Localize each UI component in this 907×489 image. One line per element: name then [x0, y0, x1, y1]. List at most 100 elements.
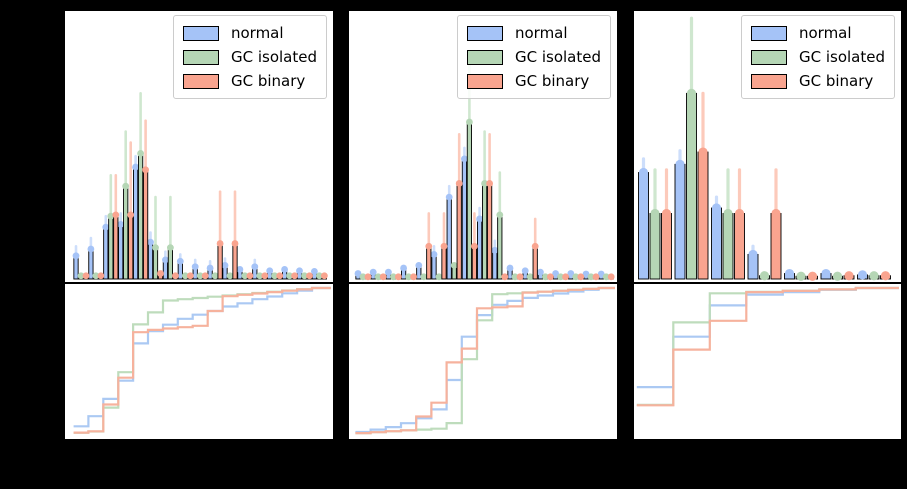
bar	[73, 255, 79, 280]
marker	[176, 257, 184, 265]
marker	[147, 238, 154, 246]
marker	[471, 242, 478, 250]
marker	[466, 118, 473, 126]
bar	[770, 213, 782, 280]
marker	[395, 273, 402, 281]
marker	[880, 271, 891, 281]
bar	[426, 245, 432, 280]
marker	[216, 240, 224, 247]
bar	[734, 213, 745, 280]
marker	[281, 266, 288, 273]
marker	[311, 267, 318, 275]
marker	[97, 272, 105, 280]
cdf-line-binary	[73, 286, 331, 434]
marker	[638, 167, 649, 178]
legend-item-binary: GC binary	[750, 69, 885, 93]
marker	[607, 273, 615, 281]
marker	[400, 264, 407, 272]
bar	[431, 253, 437, 280]
bar	[532, 245, 538, 280]
marker	[415, 261, 423, 269]
legend-item-normal: normal	[466, 21, 601, 45]
marker	[405, 273, 412, 281]
legend-item-isolated: GC isolated	[182, 45, 317, 69]
marker	[486, 180, 493, 187]
bar	[217, 243, 223, 280]
marker	[807, 271, 818, 281]
marker	[832, 271, 843, 281]
hist-panel-middle: normal GC isolated GC binary	[348, 10, 618, 283]
cdf-plot-middle	[355, 286, 615, 435]
marker	[167, 244, 174, 252]
marker	[186, 272, 194, 280]
marker	[241, 272, 249, 280]
marker	[122, 182, 130, 190]
marker	[461, 155, 468, 163]
marker	[172, 272, 179, 280]
legend-item-isolated: GC isolated	[466, 45, 601, 69]
marker	[844, 271, 854, 281]
marker	[526, 273, 534, 281]
marker	[821, 268, 831, 279]
cdf-plot-left	[73, 286, 331, 434]
marker	[521, 267, 529, 275]
marker	[286, 272, 293, 280]
marker	[191, 263, 199, 271]
marker	[261, 272, 269, 280]
legend-swatch-binary	[466, 73, 503, 89]
marker	[92, 272, 100, 280]
marker	[698, 147, 708, 157]
legend: normal GC isolated GC binary	[172, 15, 327, 99]
marker	[102, 223, 110, 231]
bar	[686, 92, 697, 280]
marker	[748, 249, 758, 260]
marker	[117, 221, 125, 228]
marker	[445, 193, 453, 201]
bar	[481, 182, 488, 280]
bar	[471, 245, 478, 280]
marker	[587, 273, 595, 281]
bar	[128, 214, 134, 280]
marker	[723, 208, 733, 219]
marker	[771, 208, 781, 219]
marker	[316, 272, 323, 280]
cdf-plot-right	[636, 286, 899, 407]
bar	[486, 182, 493, 280]
legend-label: GC isolated	[514, 47, 601, 66]
bar	[476, 218, 483, 280]
marker	[547, 273, 554, 281]
legend: normal GC isolated GC binary	[456, 15, 611, 99]
marker	[291, 272, 298, 280]
marker	[425, 242, 433, 250]
legend-swatch-binary	[750, 73, 787, 89]
legend-item-normal: normal	[182, 21, 317, 45]
bar	[466, 121, 473, 280]
legend-item-normal: normal	[750, 21, 885, 45]
bar	[441, 245, 447, 280]
bar	[147, 241, 154, 280]
marker	[221, 261, 229, 269]
cdf-line-normal	[355, 286, 615, 434]
marker	[112, 211, 120, 219]
marker	[72, 252, 80, 260]
legend-label: normal	[514, 23, 568, 42]
legend-swatch-isolated	[750, 49, 787, 65]
marker	[137, 150, 144, 157]
marker	[246, 272, 254, 280]
marker	[226, 272, 234, 280]
marker	[796, 271, 806, 281]
marker	[251, 263, 259, 271]
marker	[369, 268, 377, 276]
marker	[572, 273, 580, 281]
marker	[496, 211, 504, 219]
marker	[869, 271, 879, 281]
marker	[77, 272, 85, 280]
legend-swatch-isolated	[182, 49, 219, 65]
hist-panel-left: normal GC isolated GC binary	[64, 10, 334, 283]
marker	[501, 273, 509, 281]
marker	[857, 270, 868, 280]
cdf-panel-right	[633, 283, 902, 440]
legend: normal GC isolated GC binary	[740, 15, 895, 99]
marker	[127, 211, 135, 219]
